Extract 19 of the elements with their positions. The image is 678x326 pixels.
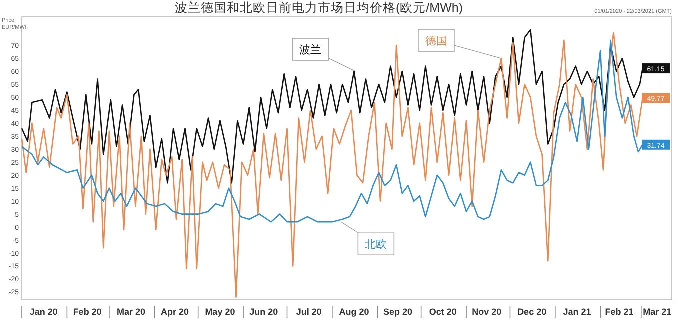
- x-tick-label: May 20: [205, 307, 236, 317]
- x-tick-label: Apr 20: [161, 307, 190, 317]
- x-tick-label: Sep 20: [383, 307, 413, 317]
- annotation: 波兰: [300, 44, 322, 57]
- x-tick-label: Mar 20: [117, 307, 146, 317]
- x-tick-label: Oct 20: [429, 307, 457, 317]
- x-tick-label: Feb 20: [73, 307, 102, 317]
- x-tick-label: Jan 20: [30, 307, 58, 317]
- x-tick-label: Dec 20: [518, 307, 547, 317]
- chart-title: 波兰德国和北欧日前电力市场日均价格(欧元/MWh): [175, 1, 463, 15]
- annotation: 北欧: [365, 238, 388, 252]
- x-tick-label: Mar 21: [643, 307, 672, 317]
- x-tick-label: Jul 20: [296, 307, 322, 317]
- x-tick-label: Nov 20: [472, 307, 502, 317]
- annotation: 德国: [425, 36, 448, 48]
- x-tick-label: Jan 21: [563, 307, 592, 317]
- x-tick-label: Aug 20: [339, 307, 370, 317]
- x-tick-label: Feb 21: [605, 307, 634, 317]
- x-tick-label: Jun 20: [250, 307, 278, 317]
